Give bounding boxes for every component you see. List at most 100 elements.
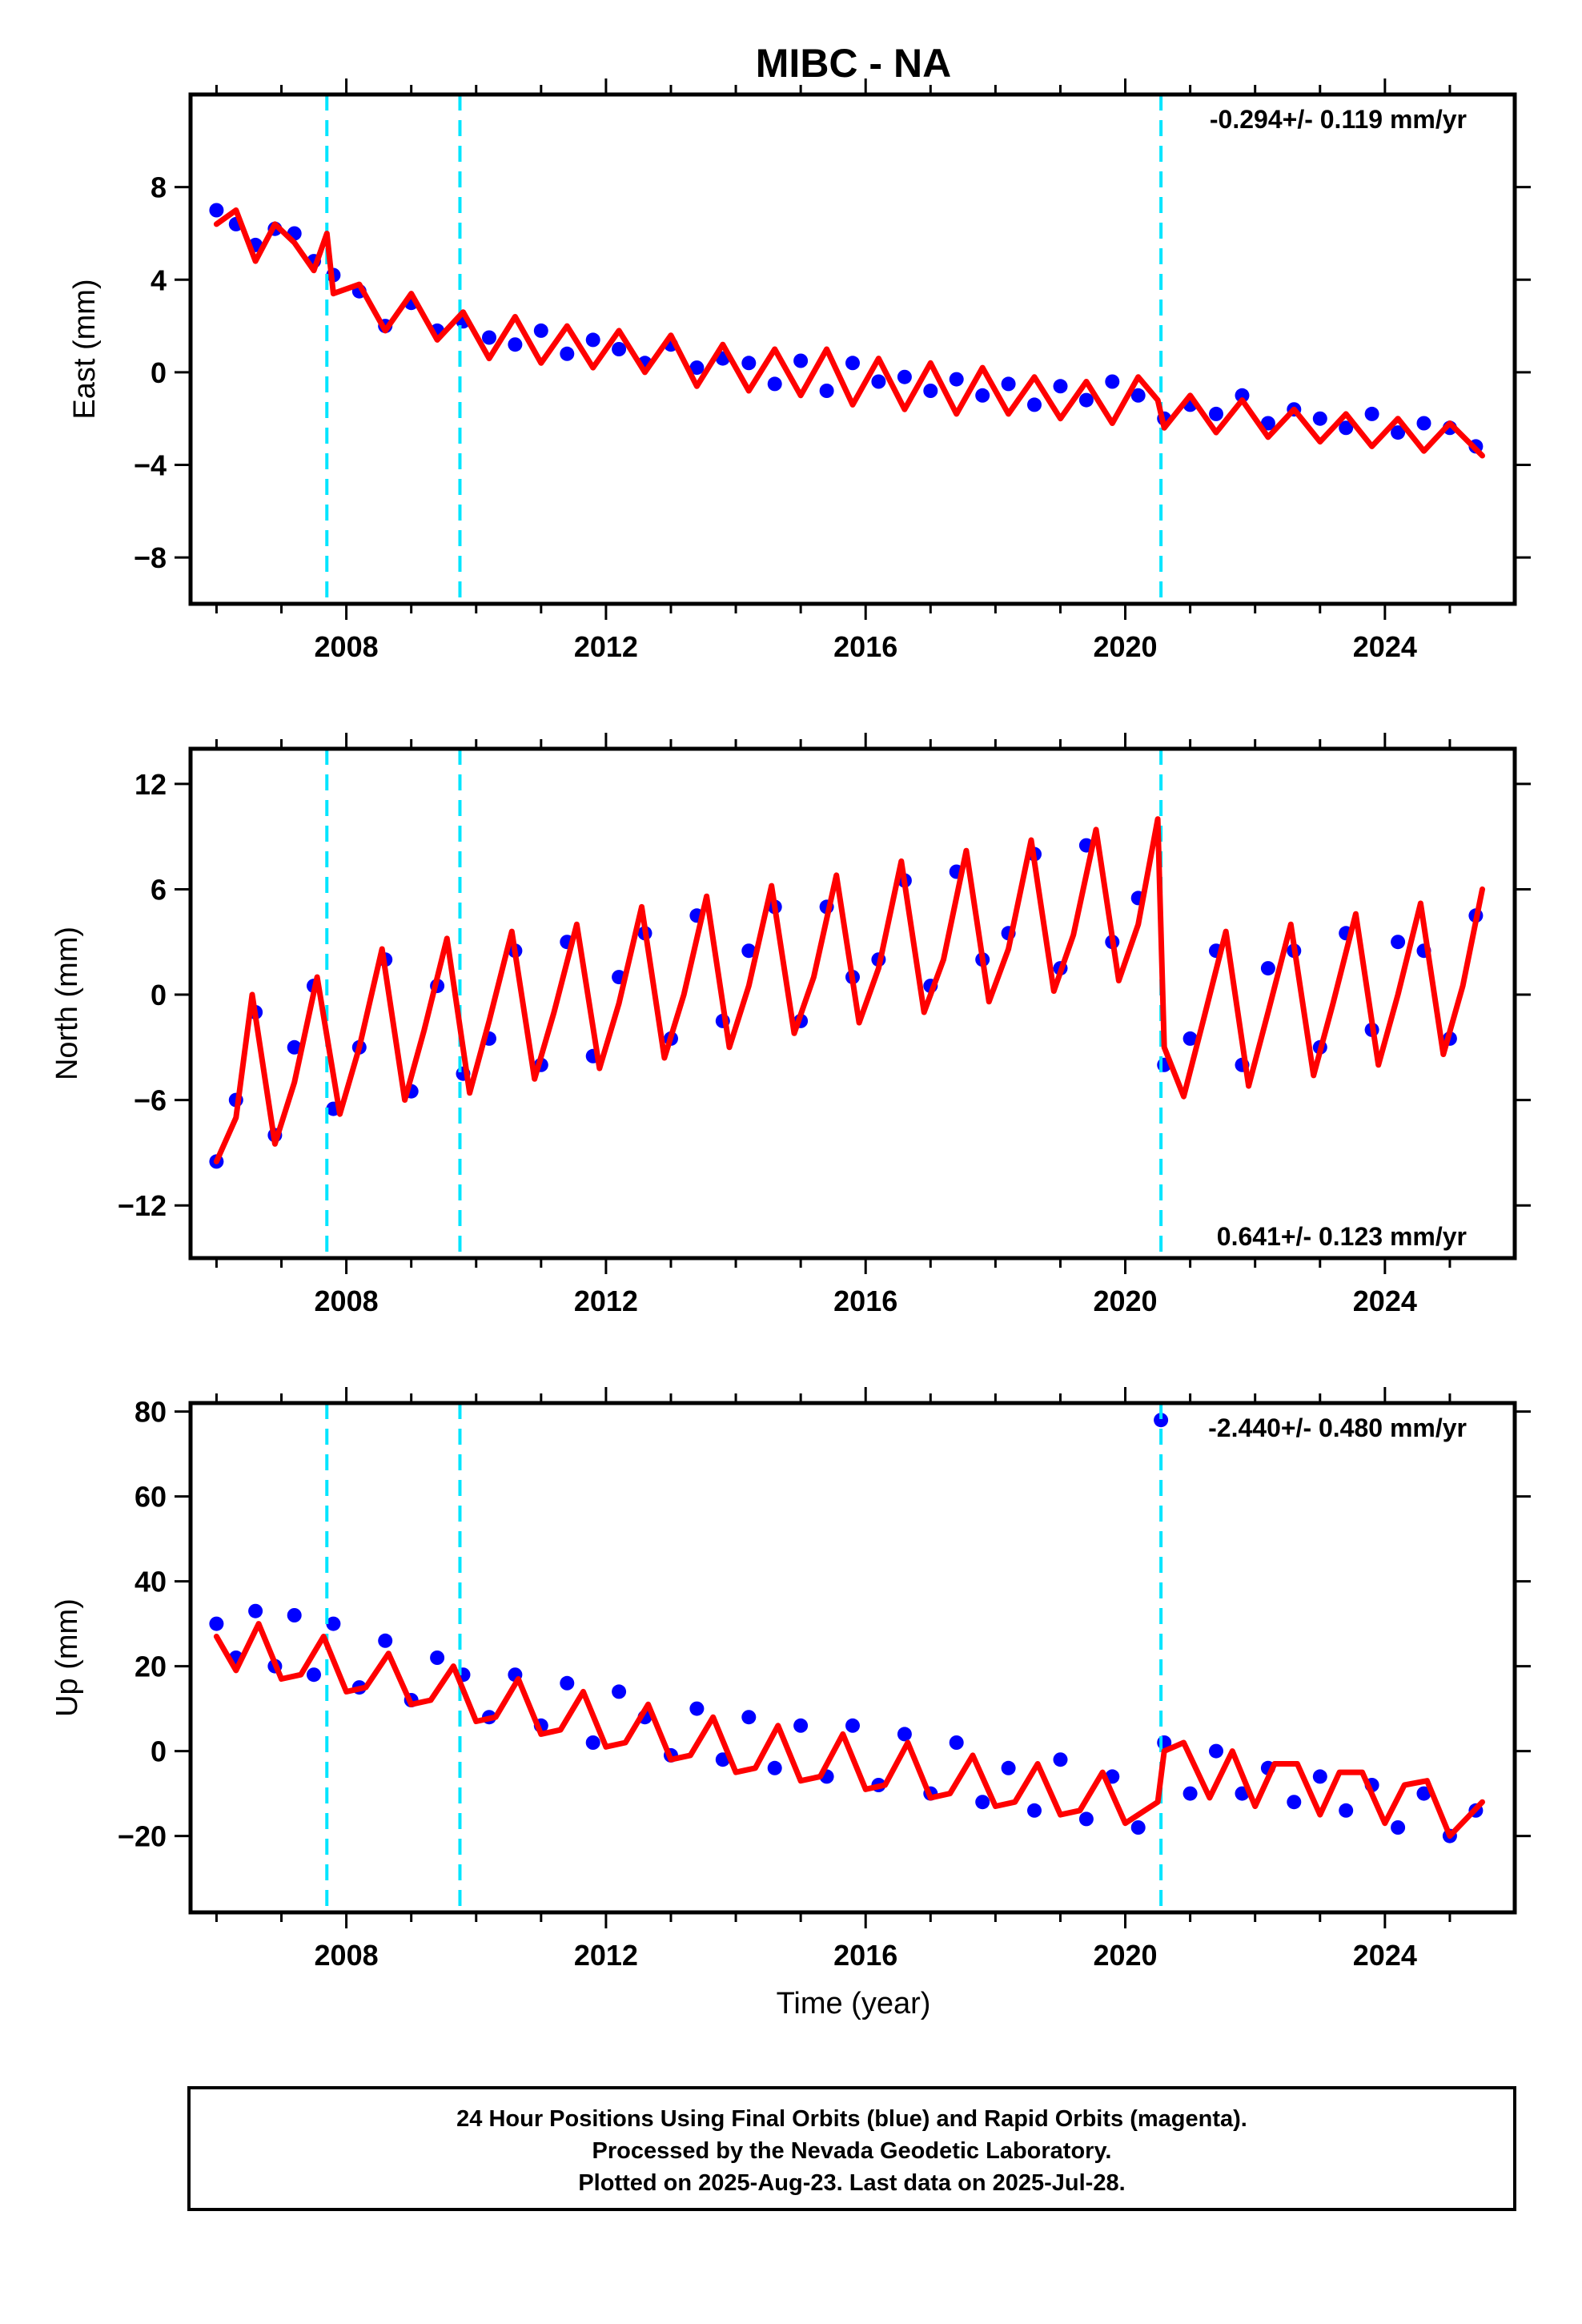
up-y-tick-label: −20: [118, 1820, 167, 1853]
up-y-tick-label: 20: [135, 1651, 167, 1683]
east-data-point: [1235, 388, 1250, 403]
up-data-point: [845, 1718, 860, 1733]
up-x-tick-label: 2012: [574, 1939, 638, 1972]
chart-title: MIBC - NA: [756, 41, 951, 86]
east-data-point: [508, 337, 523, 352]
east-data-point: [975, 388, 990, 403]
east-y-tick-label: −4: [134, 449, 167, 482]
east-model-line: [213, 207, 1485, 459]
up-data-point: [1312, 1769, 1327, 1784]
up-frame: [188, 1401, 1517, 1915]
east-data-point: [533, 323, 548, 338]
up-data-point: [949, 1735, 964, 1750]
east-y-tick-label: 8: [151, 171, 167, 204]
up-data-point: [689, 1701, 705, 1716]
east-data-point: [1209, 406, 1223, 421]
up-data-point: [897, 1727, 912, 1742]
east-data-point: [793, 353, 809, 368]
east-data-point: [1130, 388, 1146, 403]
east-data-point: [1001, 376, 1016, 392]
east-x-tick-label: 2024: [1353, 630, 1417, 663]
north-y-tick-label: 12: [135, 768, 167, 801]
up-data-point: [307, 1667, 321, 1683]
east-data-point: [482, 330, 496, 345]
east-data-point: [1105, 374, 1120, 389]
north-x-tick-label: 2012: [574, 1285, 638, 1317]
north-x-tick-label: 2008: [315, 1285, 379, 1317]
up-data-point: [430, 1651, 445, 1665]
footer-line-2: Processed by the Nevada Geodetic Laborat…: [592, 2138, 1112, 2164]
north-data-point: [741, 943, 757, 959]
up-y-tick-label: 60: [135, 1481, 167, 1514]
up-data-point: [1053, 1752, 1068, 1767]
north-frame: [188, 746, 1517, 1261]
north-plot-area: [209, 749, 1485, 1258]
x-axis-label: Time (year): [777, 1987, 931, 2020]
up-data-point: [767, 1760, 782, 1775]
up-data-point: [326, 1616, 341, 1631]
up-x-tick-label: 2024: [1353, 1939, 1417, 1972]
up-data-point: [1209, 1743, 1223, 1759]
up-data-point: [793, 1718, 809, 1733]
east-data-point: [1053, 379, 1068, 394]
east-data-point: [871, 374, 886, 389]
east-panel: 2008 2012 2016 2020 2024 −8 −4 0 4 8 East (mm) -0.2…: [68, 78, 1531, 663]
east-x-tick-label: 2008: [315, 630, 379, 663]
north-x-tick-label: 2024: [1353, 1285, 1417, 1317]
up-data-point: [1339, 1803, 1354, 1818]
east-data-point: [819, 384, 834, 398]
up-data-point: [287, 1608, 302, 1622]
east-y-tick-label: −8: [134, 541, 167, 574]
east-data-point: [585, 332, 600, 348]
east-frame: [188, 92, 1517, 606]
east-data-point: [949, 372, 964, 387]
footer-box: 24 Hour Positions Using Final Orbits (bl…: [187, 2086, 1516, 2211]
north-data-point: [1260, 961, 1275, 976]
east-data-point: [845, 356, 860, 371]
east-x-tick-label: 2020: [1093, 630, 1157, 663]
east-data-point: [689, 360, 705, 376]
up-data-point: [560, 1675, 575, 1691]
up-panel: 2008 2012 2016 2020 2024 −20 0 20 40 60 80 Up (mm) -…: [50, 1387, 1531, 1972]
north-model-line: [213, 816, 1485, 1164]
north-y-tick-label: 6: [151, 873, 167, 906]
up-data-point: [1182, 1786, 1198, 1801]
east-rate-label: -0.294+/- 0.119 mm/yr: [1210, 105, 1467, 134]
east-x-tick-label: 2012: [574, 630, 638, 663]
up-data-point: [248, 1603, 263, 1618]
up-y-tick-label: 80: [135, 1396, 167, 1429]
up-model-line: [213, 1621, 1485, 1839]
up-data-point: [585, 1735, 600, 1750]
east-y-tick-label: 0: [151, 356, 167, 389]
up-data-point: [612, 1684, 627, 1699]
up-rate-label: -2.440+/- 0.480 mm/yr: [1208, 1413, 1467, 1442]
east-data-point: [897, 369, 912, 384]
north-y-tick-label: 0: [151, 979, 167, 1011]
footer-line-1: 24 Hour Positions Using Final Orbits (bl…: [456, 2106, 1247, 2132]
north-panel: 2008 2012 2016 2020 2024 −12 −6 0 6 12 North (mm) 0…: [50, 733, 1531, 1317]
east-data-point: [1339, 420, 1354, 436]
east-data-point: [1312, 411, 1327, 426]
north-data-point: [287, 1039, 302, 1055]
up-y-axis-label: Up (mm): [50, 1598, 84, 1717]
up-y-tick-label: 40: [135, 1566, 167, 1598]
up-x-tick-label: 2016: [833, 1939, 897, 1972]
up-plot-area: [209, 1403, 1485, 1912]
up-data-point: [1154, 1413, 1169, 1428]
up-data-point: [975, 1795, 990, 1810]
north-rate-label: 0.641+/- 0.123 mm/yr: [1217, 1222, 1467, 1251]
up-data-point: [209, 1616, 224, 1631]
east-data-point: [1391, 425, 1406, 440]
north-x-tick-label: 2016: [833, 1285, 897, 1317]
north-data-point: [1182, 1031, 1198, 1046]
east-data-point: [1416, 416, 1431, 431]
east-data-point: [1078, 392, 1094, 408]
north-y-axis-label: North (mm): [50, 927, 84, 1080]
east-data-point: [1260, 416, 1275, 431]
east-data-point: [741, 356, 757, 371]
east-data-point: [612, 342, 627, 356]
north-x-tick-label: 2020: [1093, 1285, 1157, 1317]
up-x-tick-label: 2008: [315, 1939, 379, 1972]
up-data-point: [1287, 1795, 1302, 1810]
